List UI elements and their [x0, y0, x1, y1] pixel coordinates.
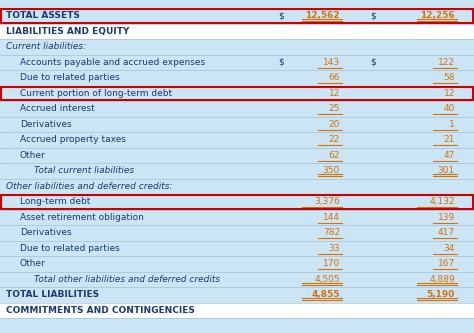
- Text: 5,190: 5,190: [427, 290, 455, 299]
- Text: Other: Other: [20, 259, 46, 268]
- Text: $: $: [278, 11, 284, 20]
- Text: 20: 20: [328, 120, 340, 129]
- Text: 417: 417: [438, 228, 455, 237]
- Text: LIABILITIES AND EQUITY: LIABILITIES AND EQUITY: [6, 27, 129, 36]
- Text: 4,855: 4,855: [311, 290, 340, 299]
- Text: 4,889: 4,889: [429, 275, 455, 284]
- Bar: [0, 209, 474, 225]
- Bar: [1, 9, 473, 23]
- Text: 122: 122: [438, 58, 455, 67]
- Text: 1: 1: [449, 120, 455, 129]
- Bar: [0, 86, 474, 101]
- Bar: [0, 24, 474, 39]
- Text: Current liabilities:: Current liabilities:: [6, 42, 86, 51]
- Text: 22: 22: [329, 135, 340, 144]
- Text: Current portion of long-term debt: Current portion of long-term debt: [20, 89, 172, 98]
- Bar: [0, 132, 474, 148]
- Text: Total other liabilities and deferred credits: Total other liabilities and deferred cre…: [34, 275, 220, 284]
- Bar: [0, 271, 474, 287]
- Text: Other liabilities and deferred credits:: Other liabilities and deferred credits:: [6, 182, 173, 191]
- Bar: [0, 194, 474, 209]
- Bar: [0, 163, 474, 178]
- Bar: [0, 55, 474, 70]
- Bar: [0, 225, 474, 240]
- Text: 3,376: 3,376: [314, 197, 340, 206]
- Text: Accrued property taxes: Accrued property taxes: [20, 135, 126, 144]
- Bar: [0, 240, 474, 256]
- Text: $: $: [370, 58, 376, 67]
- Text: Other: Other: [20, 151, 46, 160]
- Bar: [0, 302, 474, 318]
- Text: Total current liabilities: Total current liabilities: [34, 166, 134, 175]
- Text: 782: 782: [323, 228, 340, 237]
- Text: 144: 144: [323, 213, 340, 222]
- Bar: [0, 287, 474, 302]
- Text: Due to related parties: Due to related parties: [20, 73, 120, 82]
- Text: 12: 12: [444, 89, 455, 98]
- Text: 34: 34: [444, 244, 455, 253]
- Text: TOTAL ASSETS: TOTAL ASSETS: [6, 11, 80, 20]
- Text: 12,562: 12,562: [305, 11, 340, 20]
- Bar: [0, 117, 474, 132]
- Bar: [1, 87, 473, 100]
- Text: 12,256: 12,256: [420, 11, 455, 20]
- Text: 21: 21: [444, 135, 455, 144]
- Text: Derivatives: Derivatives: [20, 120, 72, 129]
- Text: 40: 40: [444, 104, 455, 113]
- Text: Accrued interest: Accrued interest: [20, 104, 95, 113]
- Text: TOTAL LIABILITIES: TOTAL LIABILITIES: [6, 290, 99, 299]
- Text: 139: 139: [438, 213, 455, 222]
- Bar: [0, 39, 474, 55]
- Text: 4,132: 4,132: [429, 197, 455, 206]
- Text: 4,505: 4,505: [314, 275, 340, 284]
- Bar: [0, 178, 474, 194]
- Text: 58: 58: [444, 73, 455, 82]
- Text: 47: 47: [444, 151, 455, 160]
- Bar: [1, 195, 473, 208]
- Text: 301: 301: [438, 166, 455, 175]
- Bar: [0, 256, 474, 271]
- Text: 12: 12: [328, 89, 340, 98]
- Text: Long-term debt: Long-term debt: [20, 197, 91, 206]
- Bar: [0, 148, 474, 163]
- Text: $: $: [278, 58, 284, 67]
- Text: Accounts payable and accrued expenses: Accounts payable and accrued expenses: [20, 58, 205, 67]
- Text: 170: 170: [323, 259, 340, 268]
- Text: 33: 33: [328, 244, 340, 253]
- Bar: [0, 101, 474, 117]
- Text: Due to related parties: Due to related parties: [20, 244, 120, 253]
- Bar: [0, 8, 474, 24]
- Text: 350: 350: [323, 166, 340, 175]
- Text: 167: 167: [438, 259, 455, 268]
- Text: 143: 143: [323, 58, 340, 67]
- Text: 62: 62: [328, 151, 340, 160]
- Text: 25: 25: [328, 104, 340, 113]
- Text: 66: 66: [328, 73, 340, 82]
- Text: Asset retirement obligation: Asset retirement obligation: [20, 213, 144, 222]
- Text: Derivatives: Derivatives: [20, 228, 72, 237]
- Bar: [0, 70, 474, 86]
- Text: COMMITMENTS AND CONTINGENCIES: COMMITMENTS AND CONTINGENCIES: [6, 306, 195, 315]
- Text: $: $: [370, 11, 376, 20]
